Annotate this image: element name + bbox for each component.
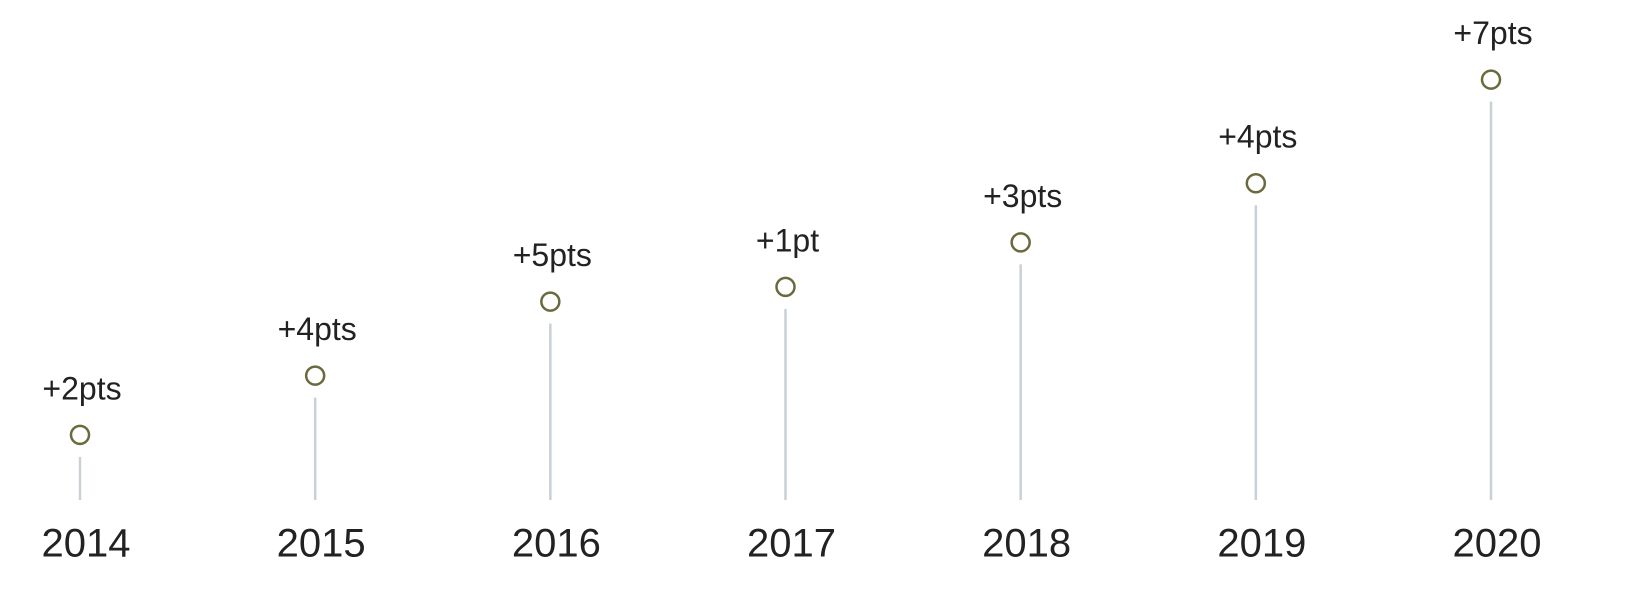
marker [1010, 232, 1031, 253]
value-label: +7pts [1453, 15, 1532, 51]
marker [540, 291, 561, 312]
value-label: +4pts [278, 311, 357, 347]
x-tick-label: 2016 [512, 522, 601, 566]
value-label: +4pts [1218, 119, 1297, 155]
marker [1245, 172, 1267, 194]
value-label: +3pts [983, 178, 1062, 214]
marker [304, 365, 326, 386]
marker [69, 424, 91, 446]
x-tick-label: 2018 [982, 522, 1071, 566]
x-tick-label: 2017 [747, 522, 836, 566]
marker [1480, 69, 1502, 90]
value-label: +1pt [756, 222, 819, 258]
value-label: +2pts [42, 370, 121, 406]
x-tick-label: 2020 [1453, 522, 1542, 566]
marker [775, 276, 796, 298]
x-tick-label: 2014 [42, 522, 131, 566]
x-tick-label: 2015 [277, 522, 366, 566]
x-tick-label: 2019 [1217, 522, 1306, 566]
value-label: +5pts [513, 237, 592, 273]
